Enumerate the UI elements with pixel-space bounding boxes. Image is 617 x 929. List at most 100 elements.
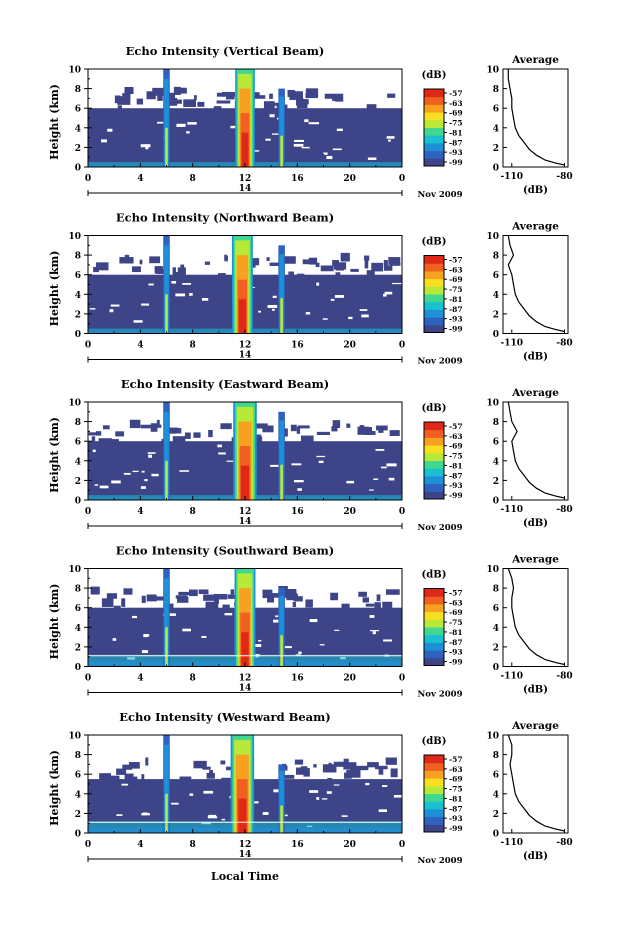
heatmap-column-layer bbox=[241, 632, 249, 667]
y-tick-label: 8 bbox=[75, 585, 81, 595]
heatmap-echo-patch bbox=[390, 768, 398, 778]
colorbar-tick-label: -75 bbox=[449, 285, 463, 294]
heatmap-echo-patch bbox=[224, 254, 228, 261]
heatmap-gap bbox=[186, 131, 190, 134]
heatmap-echo-patch bbox=[140, 424, 152, 429]
heatmap-echo-patch bbox=[300, 435, 314, 443]
avg-y-tick-label: 0 bbox=[493, 663, 499, 673]
heatmap-echo-patch bbox=[167, 603, 174, 609]
avg-y-tick-label: 2 bbox=[493, 810, 499, 820]
y-axis-label: Height (km) bbox=[48, 84, 61, 160]
colorbar-tick-label: -81 bbox=[449, 461, 463, 470]
x-tick-label: 0 bbox=[399, 674, 405, 684]
colorbar-swatch bbox=[424, 611, 444, 620]
heatmap-gap bbox=[258, 310, 261, 313]
heatmap-gap bbox=[208, 814, 217, 818]
x-tick-label: 12 bbox=[239, 674, 252, 684]
heatmap-gap bbox=[131, 615, 138, 619]
colorbar-tick-label: -69 bbox=[449, 608, 463, 617]
avg-x-tick-label: -110 bbox=[501, 339, 524, 349]
heatmap-echo-patch bbox=[174, 87, 187, 94]
heatmap-echo-patch bbox=[166, 427, 176, 434]
colorbar-swatch bbox=[424, 627, 444, 636]
colorbar-tick-label: -69 bbox=[449, 275, 463, 284]
heatmap-gap bbox=[123, 472, 131, 475]
heatmap-echo-patch bbox=[122, 93, 131, 99]
heatmap-gap bbox=[101, 139, 107, 143]
heatmap-gap bbox=[171, 280, 177, 284]
panel-title: Echo Intensity (Northward Beam) bbox=[116, 211, 334, 225]
x-tick-label: 16 bbox=[291, 674, 304, 684]
colorbar-swatch bbox=[424, 483, 444, 492]
y-tick-label: 0 bbox=[75, 164, 81, 174]
heatmap-echo-patch bbox=[214, 596, 219, 604]
heatmap-gap bbox=[99, 485, 109, 489]
heatmap-gap bbox=[381, 785, 388, 788]
heatmap-echo-patch bbox=[387, 93, 396, 98]
heatmap-echo-patch bbox=[376, 594, 381, 602]
average-profile: Average 0 2 4 6 8 10 -110 -80 (dB) bbox=[486, 387, 572, 529]
heatmap-echo-patch bbox=[216, 92, 225, 97]
y-tick-label: 8 bbox=[75, 418, 81, 428]
x-tick-label: 4 bbox=[137, 674, 143, 684]
heatmap-column-layer bbox=[280, 464, 283, 500]
heatmap-echo-patch bbox=[382, 601, 393, 610]
colorbar-tick-label: -57 bbox=[449, 589, 463, 598]
colorbar-swatch bbox=[424, 824, 444, 833]
heatmap-gap bbox=[275, 615, 279, 618]
colorbar-swatch bbox=[424, 422, 444, 431]
x-tick-label: 16 bbox=[291, 507, 304, 517]
heatmap-echo-patch bbox=[378, 766, 384, 775]
y-tick-label: 4 bbox=[75, 124, 81, 134]
heatmap-echo-patch bbox=[123, 588, 133, 595]
heatmap-echo-patch bbox=[359, 425, 365, 434]
heatmap-column bbox=[163, 69, 170, 167]
y-tick-label: 4 bbox=[75, 457, 81, 467]
heatmap-gap bbox=[171, 802, 179, 805]
heatmap-echo-patch bbox=[177, 267, 186, 276]
heatmap-echo-patch bbox=[388, 257, 401, 265]
heatmap-echo-patch bbox=[91, 436, 96, 443]
heatmap-gap bbox=[341, 815, 348, 817]
heatmap-echo-patch bbox=[294, 91, 303, 100]
heatmap-echo-patch bbox=[220, 423, 232, 430]
heatmap-gap bbox=[270, 464, 280, 467]
x-tick-label: 4 bbox=[137, 174, 143, 184]
heatmap-echo-patch bbox=[205, 601, 219, 611]
heatmap-echo-patch bbox=[316, 431, 330, 435]
colorbar-tick-label: -99 bbox=[449, 824, 463, 833]
average-profile: Average 0 2 4 6 8 10 -110 -80 (dB) bbox=[486, 54, 572, 196]
avg-x-tick-label: -110 bbox=[501, 172, 524, 182]
heatmap-gap bbox=[182, 628, 191, 632]
heatmap-echo-patch bbox=[146, 91, 156, 100]
heatmap-column bbox=[163, 235, 170, 334]
heatmap-echo-patch bbox=[269, 102, 283, 106]
colorbar-tick-label: -57 bbox=[449, 422, 463, 431]
heatmap-echo-patch bbox=[293, 596, 303, 602]
avg-y-tick-label: 10 bbox=[486, 399, 499, 409]
average-frame bbox=[502, 568, 569, 667]
heatmap-echo-patch bbox=[333, 761, 345, 767]
average-frame bbox=[502, 734, 569, 834]
heatmap-echo-patch bbox=[218, 273, 226, 277]
heatmap-gap bbox=[297, 488, 302, 491]
heatmap-gap bbox=[293, 143, 304, 147]
heatmap-column-layer bbox=[164, 578, 169, 667]
heatmap-echo-patch bbox=[284, 765, 288, 771]
heatmap-column bbox=[231, 235, 253, 334]
avg-y-tick-label: 6 bbox=[493, 604, 499, 614]
heatmap-gap bbox=[298, 651, 302, 654]
heatmap-gap bbox=[293, 139, 304, 142]
colorbar-swatch bbox=[424, 445, 444, 454]
heatmap-gap bbox=[252, 286, 255, 289]
y-axis-label: Height (km) bbox=[48, 584, 61, 660]
heatmap-echo-patch bbox=[364, 259, 369, 269]
x-tick-label: 20 bbox=[343, 507, 356, 517]
avg-y-tick-label: 2 bbox=[493, 477, 499, 487]
colorbar: (dB)-57-63-69-75-81-87-93-99 bbox=[422, 403, 463, 500]
heatmap-gap bbox=[316, 282, 320, 286]
heatmap-echo-patch bbox=[145, 757, 149, 766]
heatmap-gap bbox=[323, 152, 328, 154]
colorbar-frame bbox=[423, 588, 445, 666]
heatmap-gap bbox=[151, 473, 159, 477]
